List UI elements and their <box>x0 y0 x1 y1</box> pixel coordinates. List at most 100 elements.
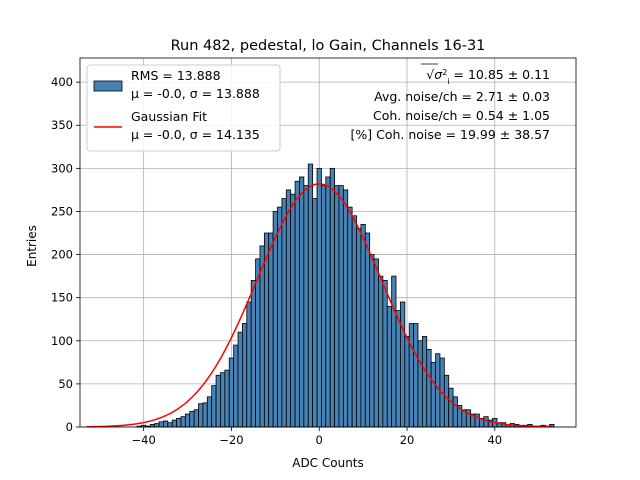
histogram-bar <box>351 215 357 428</box>
histogram-bar <box>404 336 410 428</box>
histogram-bar <box>206 396 213 428</box>
y-tick-label: 400 <box>51 75 73 89</box>
histogram-bar <box>430 361 436 428</box>
legend-histogram-swatch <box>93 80 123 92</box>
histogram-bar <box>378 275 384 428</box>
histogram-bar <box>233 344 239 428</box>
histogram-bar <box>474 413 480 428</box>
histogram-bar <box>307 163 314 428</box>
histogram-bar <box>316 167 322 428</box>
histogram-bars <box>136 163 555 428</box>
histogram-bar <box>391 275 397 428</box>
histogram-bar <box>176 417 182 428</box>
y-tick-label: 0 <box>66 420 73 434</box>
histogram-bar <box>158 421 164 428</box>
histogram-bar <box>303 185 309 428</box>
histogram-bar <box>325 176 331 428</box>
histogram-bar <box>202 402 208 428</box>
histogram-bar <box>268 232 274 428</box>
histogram-bar <box>255 258 261 428</box>
y-tick-label: 100 <box>51 334 73 348</box>
x-tick-label: 40 <box>487 433 502 447</box>
chart-title: Run 482, pedestal, lo Gain, Channels 16-… <box>171 38 486 54</box>
histogram-bar <box>312 198 318 428</box>
histogram-bar <box>272 211 278 428</box>
histogram-bar <box>162 420 169 428</box>
histogram-bar <box>360 223 366 428</box>
legend-fit-stats: μ = -0.0, σ = 14.135 <box>131 127 260 142</box>
annotation-avg-noise: Avg. noise/ch = 2.71 ± 0.03 <box>374 89 550 104</box>
x-tick-label: −20 <box>219 433 243 447</box>
histogram-bar <box>215 374 221 428</box>
y-axis-label: Entries <box>25 225 39 267</box>
histogram-bar <box>167 422 173 428</box>
histogram-bar <box>228 357 235 428</box>
histogram-bar <box>373 258 379 428</box>
histogram-bar <box>220 372 226 428</box>
annotation-coh-noise-percent: [%] Coh. noise = 19.99 ± 38.57 <box>350 127 550 142</box>
x-tick-label: −40 <box>132 433 156 447</box>
y-tick-label: 250 <box>51 204 73 218</box>
y-tick-label: 200 <box>51 248 73 262</box>
histogram-bar <box>382 280 388 428</box>
histogram-bar <box>338 185 344 428</box>
histogram-bar <box>386 305 393 428</box>
histogram-bar <box>277 206 283 428</box>
histogram-bar <box>246 301 252 428</box>
histogram-bar <box>452 396 458 428</box>
histogram-bar <box>395 310 401 428</box>
histogram-bar <box>408 323 414 428</box>
histogram-bar <box>180 416 186 428</box>
annotation-coh-noise: Coh. noise/ch = 0.54 ± 1.05 <box>373 108 550 123</box>
histogram-bar <box>290 193 296 428</box>
histogram-bar <box>413 323 419 428</box>
histogram-bar <box>224 369 230 428</box>
histogram-bar <box>154 423 160 428</box>
histogram-bar <box>347 206 353 428</box>
histogram-bar <box>400 301 406 428</box>
noise-annotations: √σ2i = 10.85 ± 0.11 Avg. noise/ch = 2.71… <box>350 63 550 142</box>
histogram-bar <box>281 198 287 428</box>
histogram-bar <box>250 280 256 428</box>
axes-frame <box>79 57 577 428</box>
histogram-bar <box>237 331 243 428</box>
y-tick-label: 350 <box>51 118 73 132</box>
histogram-bar <box>448 387 454 428</box>
histogram-bar <box>356 228 362 428</box>
y-tick-label: 50 <box>58 377 73 391</box>
histogram-bar <box>426 349 432 428</box>
histogram-bar <box>334 185 340 428</box>
histogram-bar <box>421 336 428 428</box>
histogram-bar <box>285 189 292 428</box>
histogram-bar <box>242 323 248 428</box>
legend-box <box>86 64 281 152</box>
legend-histogram-label: RMS = 13.888 <box>131 68 221 83</box>
histogram-bar <box>198 403 204 428</box>
histogram-bar <box>443 374 450 428</box>
histogram-bar <box>211 385 217 428</box>
histogram-bar <box>364 232 371 428</box>
x-axis-label: ADC Counts <box>292 456 364 470</box>
histogram-bar <box>294 180 300 428</box>
histogram-bar <box>171 419 177 428</box>
histogram-bar <box>483 416 489 428</box>
x-tick-label: 20 <box>400 433 415 447</box>
x-tick-label: 0 <box>316 433 323 447</box>
gaussian-fit-line <box>86 183 552 428</box>
histogram-bar <box>321 185 327 428</box>
histogram-bar <box>184 413 191 428</box>
histogram-bar <box>417 340 423 428</box>
histogram-bar <box>193 409 199 428</box>
y-tick-label: 150 <box>51 291 73 305</box>
legend-fit-label: Gaussian Fit <box>131 109 207 124</box>
histogram-bar <box>369 254 375 428</box>
histogram-bar <box>299 176 305 428</box>
histogram-bar <box>342 189 349 428</box>
annotation-sigma: √σ2i = 10.85 ± 0.11 <box>426 67 550 86</box>
histogram-bar <box>329 167 335 428</box>
y-tick-label: 300 <box>51 161 73 175</box>
histogram-bar <box>189 411 195 428</box>
legend-histogram-stats: μ = -0.0, σ = 13.888 <box>131 86 260 101</box>
